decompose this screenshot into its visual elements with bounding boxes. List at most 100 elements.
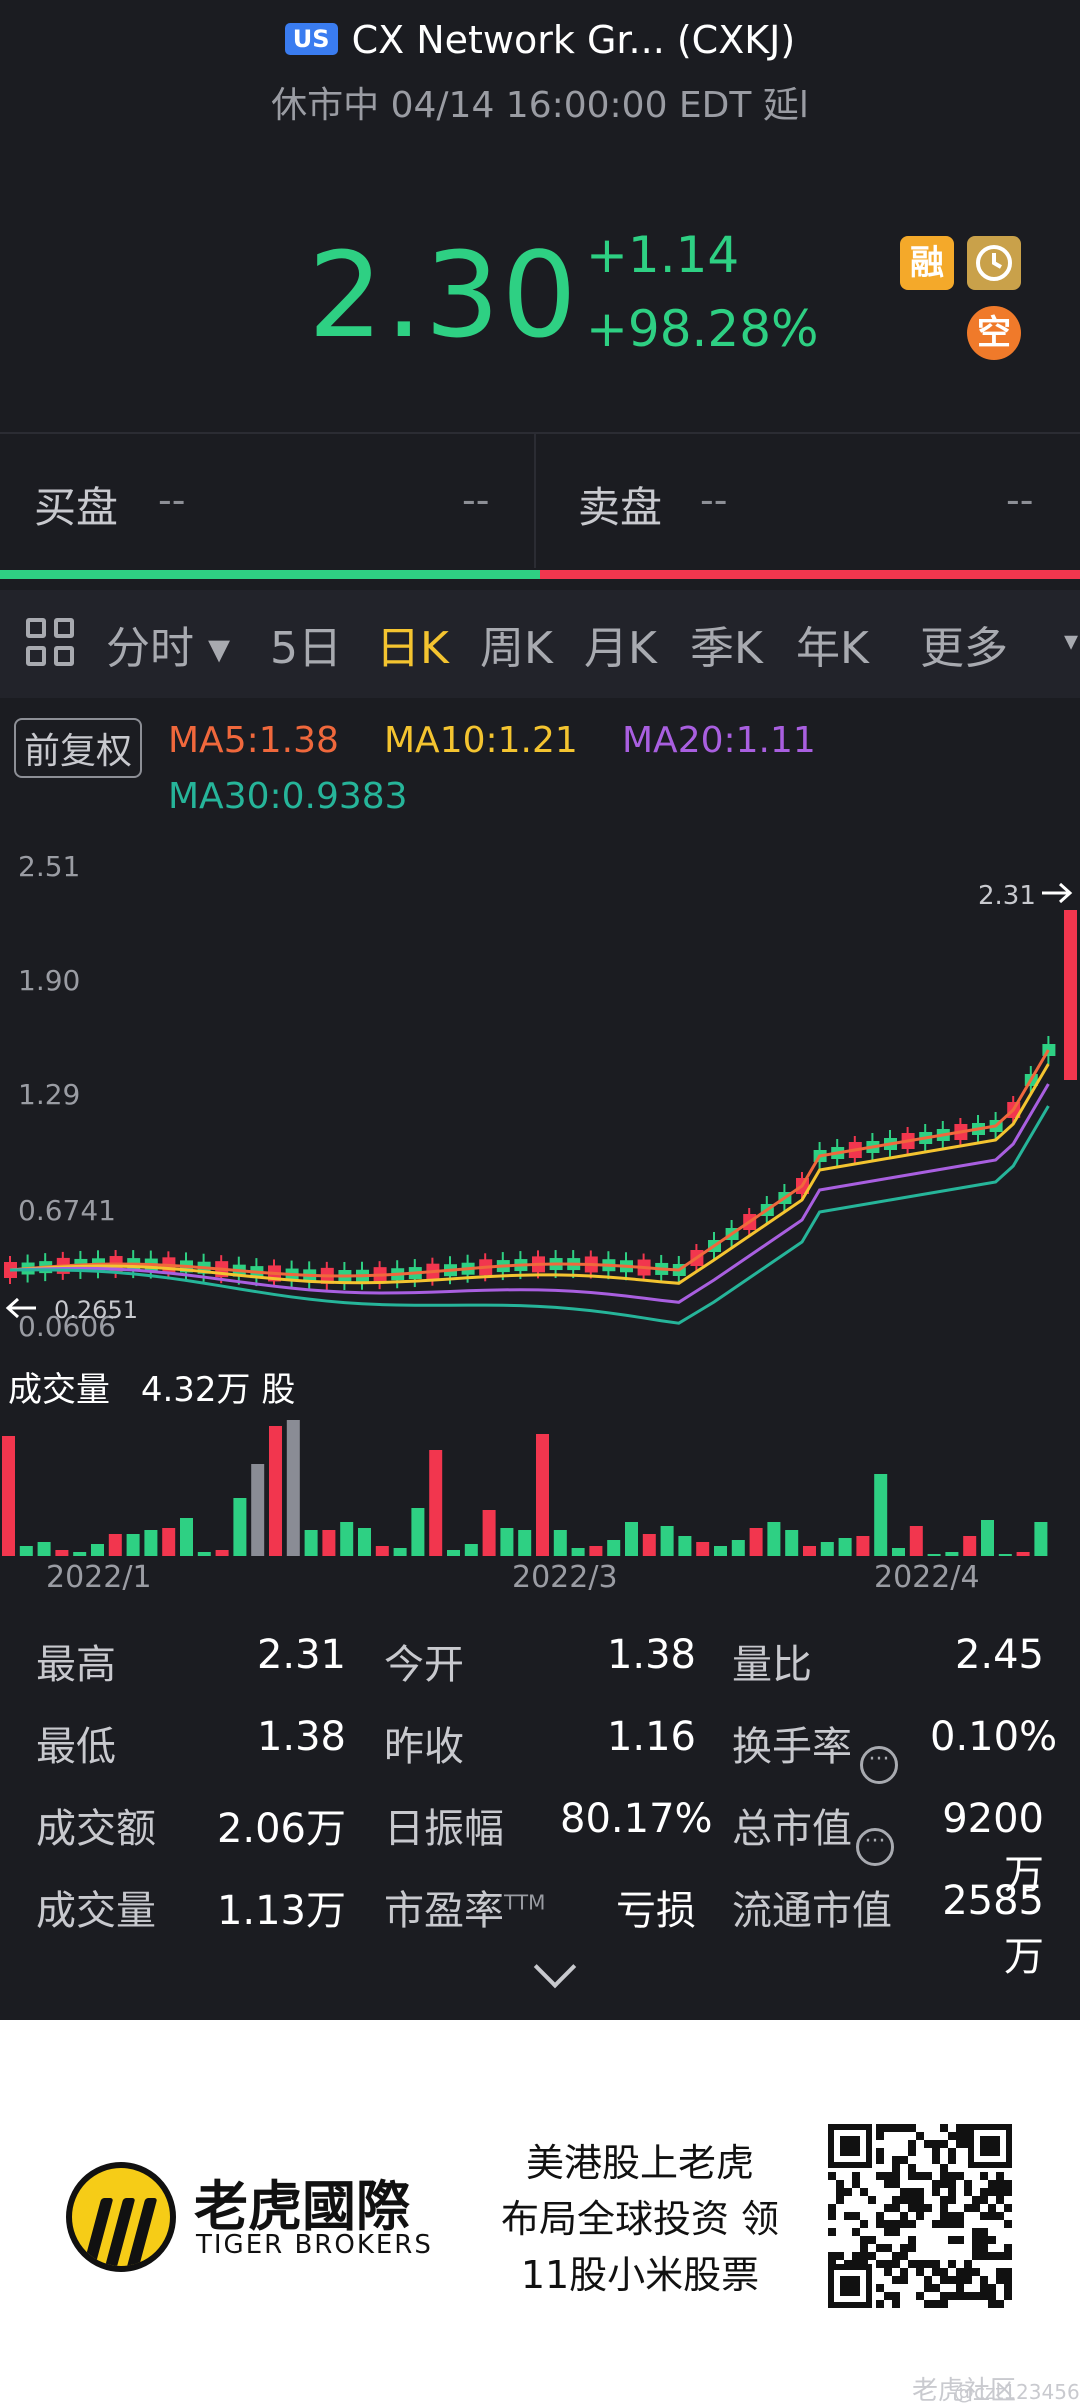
qr-module [876, 2260, 884, 2268]
history-clock-icon[interactable] [967, 236, 1021, 290]
volume-bar [518, 1530, 532, 1556]
qr-module [916, 2292, 924, 2300]
qr-module [828, 2252, 836, 2260]
qr-module [860, 2188, 868, 2196]
stat-value: 2.06万 [216, 1806, 346, 1852]
stat-value: 9200万 [942, 1796, 1044, 1898]
qr-module [1004, 2180, 1012, 2188]
more-caret-icon[interactable]: ▾ [1064, 624, 1079, 657]
qr-module [900, 2252, 908, 2260]
stats-panel: 最高 2.31 今开 1.38 量比 2.45 最低 1.38 昨收 1.16 … [0, 1610, 1080, 2020]
short-sell-icon[interactable]: 空 [967, 306, 1021, 360]
qr-module [980, 2244, 988, 2252]
qr-module [988, 2236, 996, 2244]
more-dots-icon[interactable]: ··· [856, 1828, 894, 1866]
qr-module [972, 2268, 980, 2276]
stock-title: US CX Network Gr... (CXKJ) [0, 18, 1080, 62]
volume-header: 成交量 4.32万 股 [8, 1362, 295, 1411]
qr-module [980, 2292, 988, 2300]
qr-module [908, 2164, 916, 2172]
tab-more[interactable]: 更多 [920, 623, 1008, 674]
stat-label-turnover: 换手率 ··· [732, 1714, 898, 1784]
candle [1064, 910, 1077, 1080]
tab-daily-k[interactable]: 日K [376, 623, 449, 674]
watermark-user: @czt123456 [954, 2380, 1080, 2404]
volume-bar [108, 1534, 122, 1556]
volume-bar [162, 1528, 176, 1556]
qr-module [876, 2220, 884, 2228]
qr-module [1004, 2276, 1012, 2284]
qr-module [884, 2228, 892, 2236]
qr-module [996, 2268, 1004, 2276]
period-tabs: 分时 ▾ 5日 日K 周K 月K 季K 年K 更多 ▾ [0, 590, 1080, 698]
volume-bar [19, 1546, 33, 1556]
volume-bar [909, 1526, 923, 1556]
more-dots-icon[interactable]: ··· [860, 1746, 898, 1784]
qr-module [972, 2292, 980, 2300]
qr-module [972, 2204, 980, 2212]
volume-bar [73, 1552, 87, 1556]
qr-module [996, 2180, 1004, 2188]
tab-monthly-k[interactable]: 月K [584, 623, 657, 674]
volume-bar [269, 1426, 282, 1556]
ma-line [9, 1083, 1050, 1304]
ma-line [9, 1105, 1050, 1325]
volume-bar [660, 1526, 674, 1556]
qr-module [892, 2172, 900, 2180]
price-change-pct: +98.28% [586, 300, 819, 358]
qr-module [884, 2220, 892, 2228]
qr-module [940, 2164, 948, 2172]
y-tick-label: 0.0606 [18, 1310, 116, 1340]
qr-module [948, 2188, 956, 2196]
qr-module [988, 2188, 996, 2196]
stat-value: 2.45 [954, 1632, 1044, 1678]
layout-grid-icon[interactable] [26, 618, 76, 668]
qr-module [892, 2164, 900, 2172]
qr-module [964, 2132, 972, 2140]
qr-module [852, 2260, 860, 2268]
candlestick-chart[interactable]: 2.51 1.90 1.29 0.6741 0.0606 2.31 0.2651 [0, 840, 1080, 1340]
tab-yearly-k[interactable]: 年K [796, 623, 869, 674]
qr-module [900, 2276, 908, 2284]
adjust-button[interactable]: 前复权 [14, 718, 143, 778]
qr-module [964, 2268, 972, 2276]
qr-module [884, 2124, 892, 2132]
volume-bar [696, 1542, 710, 1556]
volume-bar [892, 1548, 905, 1556]
qr-module [940, 2268, 948, 2276]
qr-module [876, 2148, 884, 2156]
tab-weekly-k[interactable]: 周K [480, 623, 553, 674]
volume-bar [286, 1420, 300, 1556]
qr-module [1004, 2284, 1012, 2292]
bid-size: -- [462, 478, 490, 522]
tab-intraday[interactable]: 分时 ▾ [106, 623, 231, 674]
qr-module [924, 2204, 932, 2212]
qr-module [852, 2180, 860, 2188]
volume-title: 成交量 [8, 1370, 110, 1410]
volume-bar [927, 1554, 941, 1556]
qr-module [844, 2212, 852, 2220]
margin-icon[interactable]: 融 [900, 236, 954, 290]
stat-label: 成交额 [36, 1806, 156, 1852]
qr-module [956, 2236, 964, 2244]
qr-module [876, 2300, 884, 2308]
qr-module [876, 2156, 884, 2164]
qr-module [964, 2276, 972, 2284]
stat-label: 最低 [36, 1724, 116, 1770]
qr-module [932, 2220, 940, 2228]
qr-module [892, 2180, 900, 2188]
qr-module [996, 2188, 1004, 2196]
tab-quarterly-k[interactable]: 季K [690, 623, 763, 674]
qr-module [924, 2276, 932, 2284]
volume-bar [180, 1518, 193, 1556]
qr-module [884, 2260, 892, 2268]
qr-module [900, 2220, 908, 2228]
qr-module [956, 2268, 964, 2276]
tab-5day[interactable]: 5日 [270, 623, 342, 674]
qr-module [988, 2292, 996, 2300]
stat-value: 1.13万 [216, 1888, 346, 1934]
promo-footer[interactable]: 老虎國際 TIGER BROKERS 美港股上老虎 布局全球投资 领 11股小米… [0, 2020, 1080, 2408]
qr-module [892, 2156, 900, 2164]
qr-code[interactable] [828, 2124, 1012, 2308]
volume-chart[interactable] [0, 1420, 1080, 1556]
